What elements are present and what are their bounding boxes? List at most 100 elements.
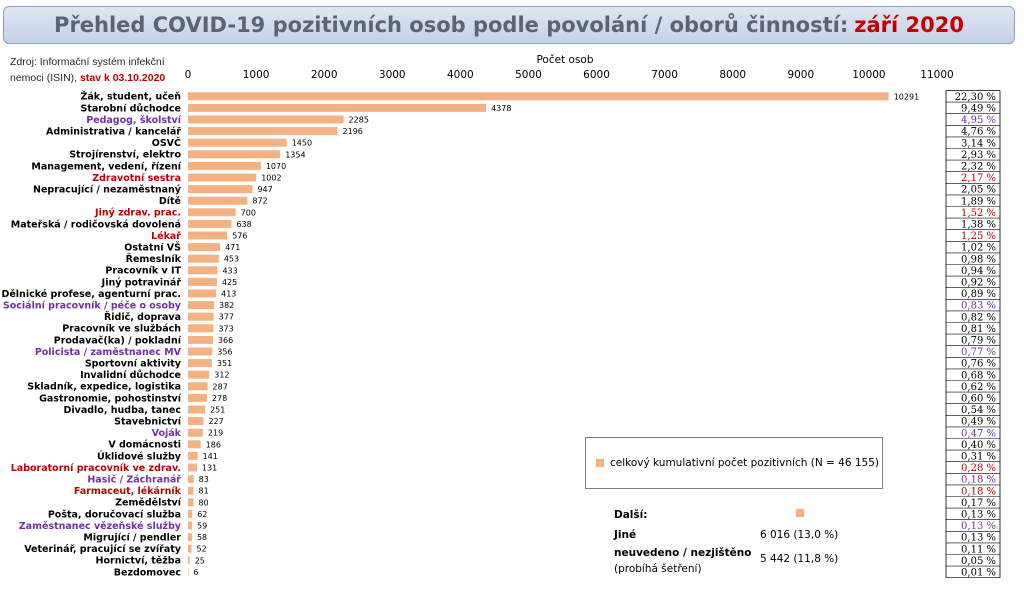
bar [188,312,214,321]
extra-swatch [796,509,804,517]
percent-label: 0,94 % [961,266,996,277]
bar [188,567,189,576]
source-date: stav k 03.10.2020 [80,72,166,84]
value-label: 6 [193,568,198,577]
bar [188,533,192,542]
bar [188,103,487,112]
percent-label: 0,60 % [961,394,996,405]
percent-label: 0,89 % [961,289,996,300]
category-label: Administrativa / kancelář [46,127,181,138]
bar [188,417,204,426]
value-label: 59 [197,522,207,531]
value-label: 1354 [285,150,305,159]
bar [188,277,217,286]
percent-label: 0,13 % [961,521,996,532]
value-label: 872 [252,197,267,206]
bar [188,243,221,252]
percent-label: 0,98 % [961,254,996,265]
percent-label: 2,05 % [961,185,996,196]
category-label: V domácnosti [108,440,181,451]
category-label: Sportovní aktivity [85,359,182,370]
bar [188,451,198,460]
percent-label: 0,11 % [961,544,996,555]
value-label: 141 [203,452,218,461]
bar [188,556,190,565]
percent-label: 0,49 % [961,417,996,428]
value-label: 25 [195,556,205,565]
extra-info: Další: Jiné 6 016 (13,0 %) neuvedeno / n… [610,509,850,579]
value-label: 52 [197,545,207,554]
percent-label: 0,13 % [961,510,996,521]
bar [188,254,219,263]
value-label: 382 [219,301,234,310]
value-label: 186 [206,440,221,449]
category-label: Hornictví, těžba [96,556,181,567]
bar [188,463,197,472]
percent-label: 0,62 % [961,382,996,393]
category-label: Pracovník ve službách [62,324,181,335]
extra-row-label: Jiné [614,529,637,541]
percent-label: 2,32 % [961,162,996,173]
category-label: Veterinář, pracující se zvířaty [24,544,182,555]
percent-label: 0,31 % [961,452,996,463]
percent-table: 22,30 %9,49 %4,95 %4,76 %3,14 %2,93 %2,3… [945,90,1001,579]
percent-label: 1,52 % [961,208,996,219]
category-label: Jiný zdrav. prac. [94,208,181,219]
chart-title-highlight: září 2020 [854,13,964,37]
percent-label: 4,76 % [961,127,996,138]
value-label: 425 [222,278,237,287]
bar [188,393,207,402]
bar [188,301,215,310]
x-axis-label: Počet osob [536,54,593,66]
bar [188,486,194,495]
bar [188,161,261,170]
bar [188,347,213,356]
percent-label: 0,82 % [961,312,996,323]
category-label: Nepracující / nezaměstnaný [33,185,182,196]
category-label: Jiný potravinář [101,277,182,288]
bar [188,173,257,182]
percent-label: 0,83 % [961,301,996,312]
value-label: 58 [197,533,207,542]
bar [188,521,193,530]
value-label: 287 [213,382,228,391]
x-tick-label: 4000 [447,69,474,81]
percent-label: 1,02 % [961,243,996,254]
percent-label: 0,54 % [961,405,996,416]
x-tick-label: 1000 [243,69,270,81]
bar [188,382,208,391]
extra-heading: Další: [614,509,648,521]
percent-label: 0,18 % [961,475,996,486]
bar [188,475,194,484]
category-label: Sociální pracovník / péče o osoby [3,301,182,312]
category-label: Migrující / pendler [83,533,181,544]
value-label: 413 [221,290,236,299]
bar [188,405,206,414]
value-label: 251 [210,406,225,415]
bar [188,359,212,368]
category-label: Zaměstnanec vězeňské služby [19,521,182,532]
value-label: 1450 [292,139,312,148]
percent-label: 22,30 % [955,92,996,103]
percent-label: 0,81 % [961,324,996,335]
value-label: 80 [198,498,208,507]
x-axis-ticks: 0 1000 2000 3000 4000 5000 6000 7000 8000 9000 100… [185,69,954,81]
category-label: Prodavač(ka) / pokladní [54,335,182,346]
bar [188,127,338,136]
bar [188,208,236,217]
bar [188,115,344,124]
category-label: OSVČ [152,137,181,149]
value-label: 1070 [266,162,286,171]
value-label: 2196 [343,127,363,136]
legend-label: celkový kumulativní počet pozitivních (N… [610,457,879,469]
category-label: Stavebnictví [114,417,182,428]
value-label: 471 [225,243,240,252]
value-label: 219 [208,429,223,438]
value-label: 453 [224,255,239,264]
bar [188,289,217,298]
category-label: Laboratorní pracovník ve zdrav. [11,463,181,474]
percent-label: 1,25 % [961,231,996,242]
percent-label: 0,17 % [961,498,996,509]
bar [188,509,193,518]
